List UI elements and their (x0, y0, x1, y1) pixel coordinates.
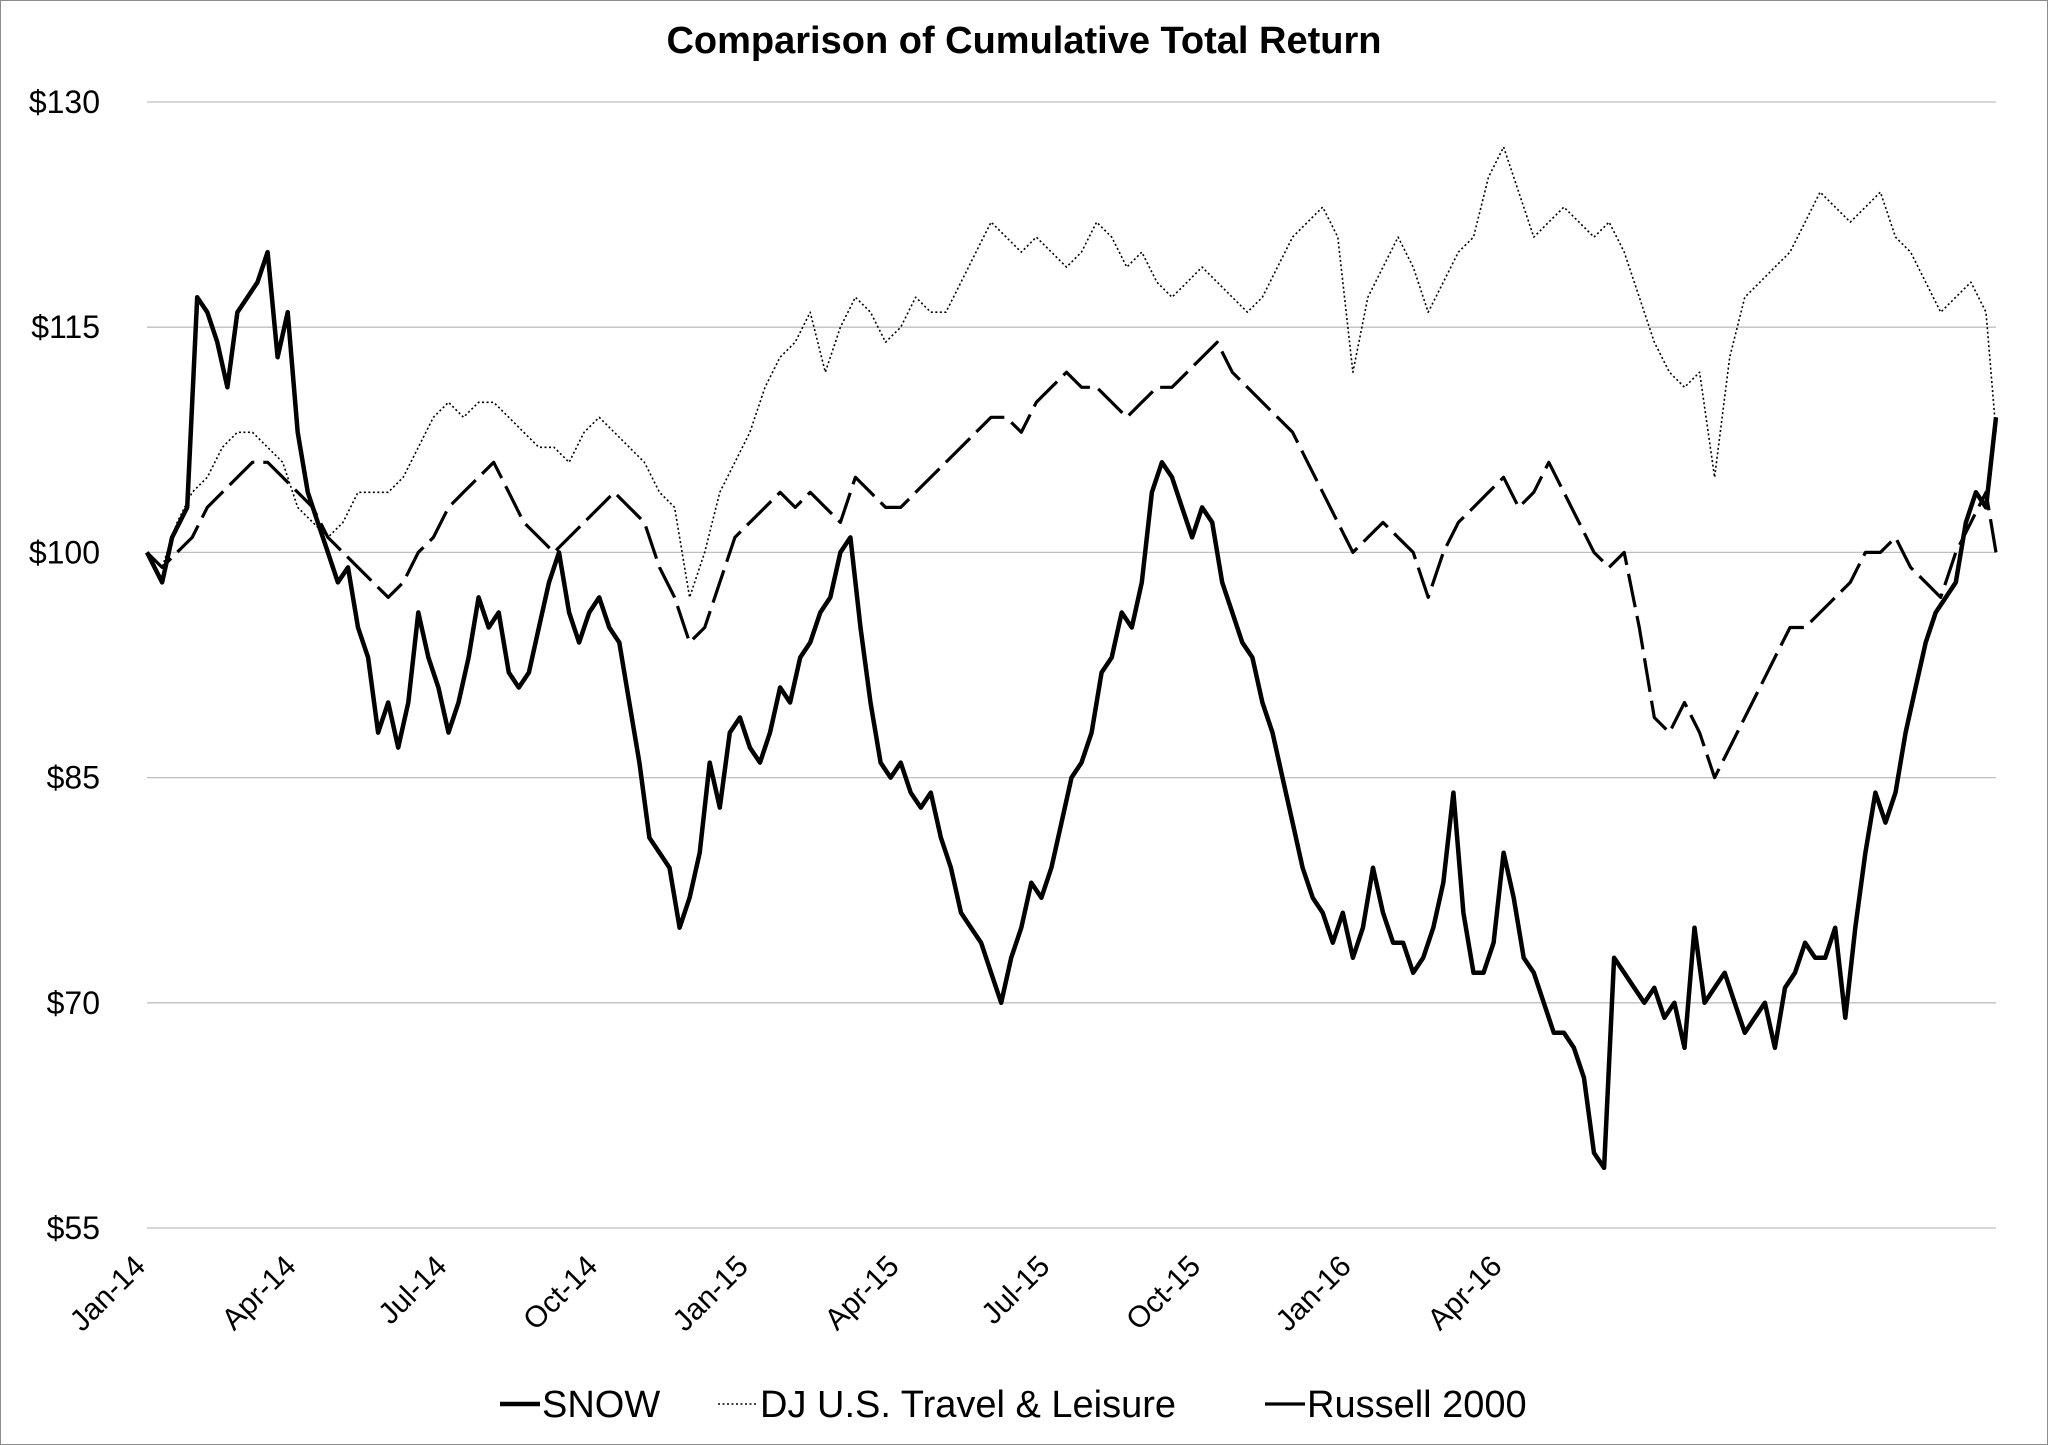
x-tick-label: Jan-16 (1270, 1250, 1358, 1338)
y-tick-label: $130 (29, 84, 100, 120)
y-tick-label: $70 (47, 985, 100, 1021)
y-tick-label: $115 (31, 309, 100, 345)
grid-lines (147, 101, 1996, 1229)
x-tick-label: Jul-15 (975, 1250, 1056, 1331)
legend-label: DJ U.S. Travel & Leisure (760, 1384, 1176, 1426)
x-tick-label: Oct-14 (517, 1250, 604, 1337)
x-tick-label: Apr-16 (1422, 1250, 1509, 1337)
chart-title: Comparison of Cumulative Total Return (666, 20, 1381, 62)
x-tick-label: Jan-14 (64, 1250, 152, 1338)
y-tick-label: $55 (47, 1210, 100, 1246)
y-tick-label: $100 (29, 534, 100, 570)
legend-label: SNOW (542, 1384, 660, 1426)
series-line-dj-u-s-travel-leisure (146, 146, 1997, 599)
y-tick-label: $85 (47, 760, 100, 796)
series-lines (144, 146, 1999, 1171)
x-tick-label: Apr-14 (216, 1250, 303, 1337)
y-axis-ticks: $130 $115 $100 $85 $70 $55 (29, 84, 100, 1246)
x-tick-label: Jan-15 (667, 1250, 755, 1338)
x-tick-label: Oct-15 (1120, 1250, 1207, 1337)
series-line-snow (144, 249, 1999, 1171)
x-tick-label: Apr-15 (819, 1250, 906, 1337)
x-tick-label: Jul-14 (372, 1250, 453, 1331)
legend: SNOW DJ U.S. Travel & Leisure Russell 2000 (500, 1384, 1527, 1426)
x-axis-ticks: Jan-14 Apr-14 Jul-14 Oct-14 Jan-15 Apr-15 Jul-… (64, 1250, 1509, 1338)
series-line-russell-2000 (145, 340, 1998, 780)
legend-label: Russell 2000 (1307, 1384, 1527, 1426)
